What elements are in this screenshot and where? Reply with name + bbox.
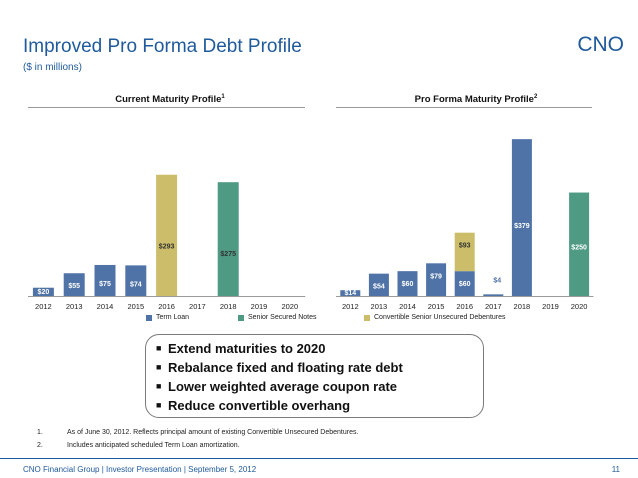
x-tick-label: 2015: [127, 302, 144, 311]
bar-term-loan-2014: [397, 271, 418, 296]
x-tick-label: 2018: [514, 302, 531, 311]
x-tick-label: 2020: [281, 302, 298, 311]
data-label-2013: $55: [68, 283, 80, 290]
bar-term-loan-2015: [426, 263, 447, 296]
footer-text: CNO Financial Group | Investor Presentat…: [23, 465, 257, 474]
bar-term-loan-2013: [368, 273, 389, 296]
footnote-text: As of June 30, 2012. Reflects principal …: [67, 429, 359, 436]
data-label-2020-0: $250: [571, 245, 587, 252]
square-bullet-icon: ■: [156, 381, 162, 391]
key-points-callout: ■ Extend maturities to 2020 ■ Rebalance fi…: [145, 334, 484, 418]
footnote-number: 2.: [37, 442, 43, 449]
key-point-item: ■ Rebalance fixed and floating rate debt: [156, 358, 483, 377]
bar-term-loan-2014: [94, 264, 116, 296]
key-point-text: Rebalance fixed and floating rate debt: [168, 360, 403, 375]
bar-term-loan-2016: [454, 271, 475, 296]
bar-term-loan-2012: [32, 287, 54, 296]
bar-senior-secured-notes-2018: [217, 182, 239, 296]
data-label-2017-0: $4: [493, 277, 501, 284]
footnote-text: Includes anticipated scheduled Term Loan…: [67, 442, 240, 449]
bar-term-loan-2017: [483, 294, 504, 296]
chart-title-current: Current Maturity Profile1: [115, 94, 225, 106]
data-label-2012: $20: [38, 289, 50, 296]
footnote-1: 1. As of June 30, 2012. Reflects principa…: [37, 429, 358, 442]
legend-term-loan: Term Loan: [146, 314, 189, 321]
chart-title-proforma: Pro Forma Maturity Profile2: [414, 94, 538, 106]
key-point-text: Extend maturities to 2020: [168, 341, 326, 356]
bar-convertible-senior-unsecured-debentures-2016: [156, 174, 178, 296]
x-tick-label: 2017: [189, 302, 206, 311]
data-label-2016-1: $93: [459, 243, 471, 250]
key-point-item: ■ Lower weighted average coupon rate: [156, 377, 483, 396]
legend-swatch-convertible: [364, 314, 370, 321]
slide-title: Improved Pro Forma Debt Profile: [23, 36, 302, 57]
chart-title-rule-proforma: [336, 107, 592, 108]
data-label-2015-0: $79: [430, 273, 442, 280]
key-points-list: ■ Extend maturities to 2020 ■ Rebalance fi…: [156, 339, 483, 415]
x-tick-label: 2014: [399, 302, 416, 311]
slide-subtitle: ($ in millions): [23, 62, 82, 73]
page-number: 11: [611, 465, 620, 474]
legend-label-senior-secured: Senior Secured Notes: [248, 314, 317, 321]
footnote-number: 1.: [37, 429, 43, 436]
bar-term-loan-2015: [125, 265, 147, 296]
square-bullet-icon: ■: [156, 362, 162, 372]
brand-logo-text: CNO: [577, 33, 624, 56]
legend-convertible: Convertible Senior Unsecured Debentures: [364, 314, 506, 321]
data-label-2016-0: $60: [459, 281, 471, 288]
data-label-2014-0: $60: [402, 281, 414, 288]
x-tick-label: 2019: [251, 302, 268, 311]
x-tick-label: 2020: [571, 302, 588, 311]
legend-swatch-term-loan: [146, 314, 152, 321]
data-label-2012-0: $14: [344, 290, 356, 297]
bar-senior-secured-notes-2020: [569, 192, 590, 296]
key-point-item: ■ Extend maturities to 2020: [156, 339, 483, 358]
footer-bar: [0, 458, 638, 478]
bar-term-loan-2012: [340, 290, 361, 296]
x-tick-label: 2013: [371, 302, 388, 311]
x-tick-label: 2017: [485, 302, 502, 311]
key-point-item: ■ Reduce convertible overhang: [156, 396, 483, 415]
x-tick-label: 2018: [220, 302, 237, 311]
x-tick-label: 2012: [35, 302, 52, 311]
x-tick-label: 2019: [542, 302, 559, 311]
x-tick-label: 2012: [342, 302, 359, 311]
square-bullet-icon: ■: [156, 343, 162, 353]
data-label-2015: $74: [130, 281, 142, 288]
chart-title-rule-current: [28, 107, 305, 108]
key-point-text: Lower weighted average coupon rate: [168, 379, 397, 394]
bar-convertible-senior-unsecured-debentures-2016: [454, 232, 475, 272]
x-tick-label: 2015: [428, 302, 445, 311]
legend-swatch-senior-secured: [238, 314, 244, 321]
square-bullet-icon: ■: [156, 400, 162, 410]
footnote-2: 2. Includes anticipated scheduled Term Lo…: [37, 442, 358, 455]
legend-senior-secured: Senior Secured Notes: [238, 314, 316, 321]
key-point-text: Reduce convertible overhang: [168, 398, 351, 413]
data-label-2013-0: $54: [373, 284, 385, 291]
legend-label-term-loan: Term Loan: [156, 314, 190, 321]
charts-canvas: 2012 2013 2014 2015 2016 2017 2018 2019 2020 $20 $…: [28, 139, 594, 311]
x-tick-label: 2016: [158, 302, 175, 311]
bar-term-loan-2018: [511, 139, 532, 296]
x-tick-label: 2013: [66, 302, 83, 311]
data-label-2016: $293: [159, 244, 175, 251]
x-tick-label: 2016: [456, 302, 473, 311]
x-tick-label: 2014: [97, 302, 114, 311]
data-label-2014: $75: [99, 281, 111, 288]
legend-label-convertible: Convertible Senior Unsecured Debentures: [374, 314, 506, 321]
data-label-2018-0: $379: [514, 223, 530, 230]
data-label-2018: $275: [220, 251, 236, 258]
footnotes: 1. As of June 30, 2012. Reflects principa…: [37, 429, 358, 455]
bar-term-loan-2013: [63, 273, 85, 296]
